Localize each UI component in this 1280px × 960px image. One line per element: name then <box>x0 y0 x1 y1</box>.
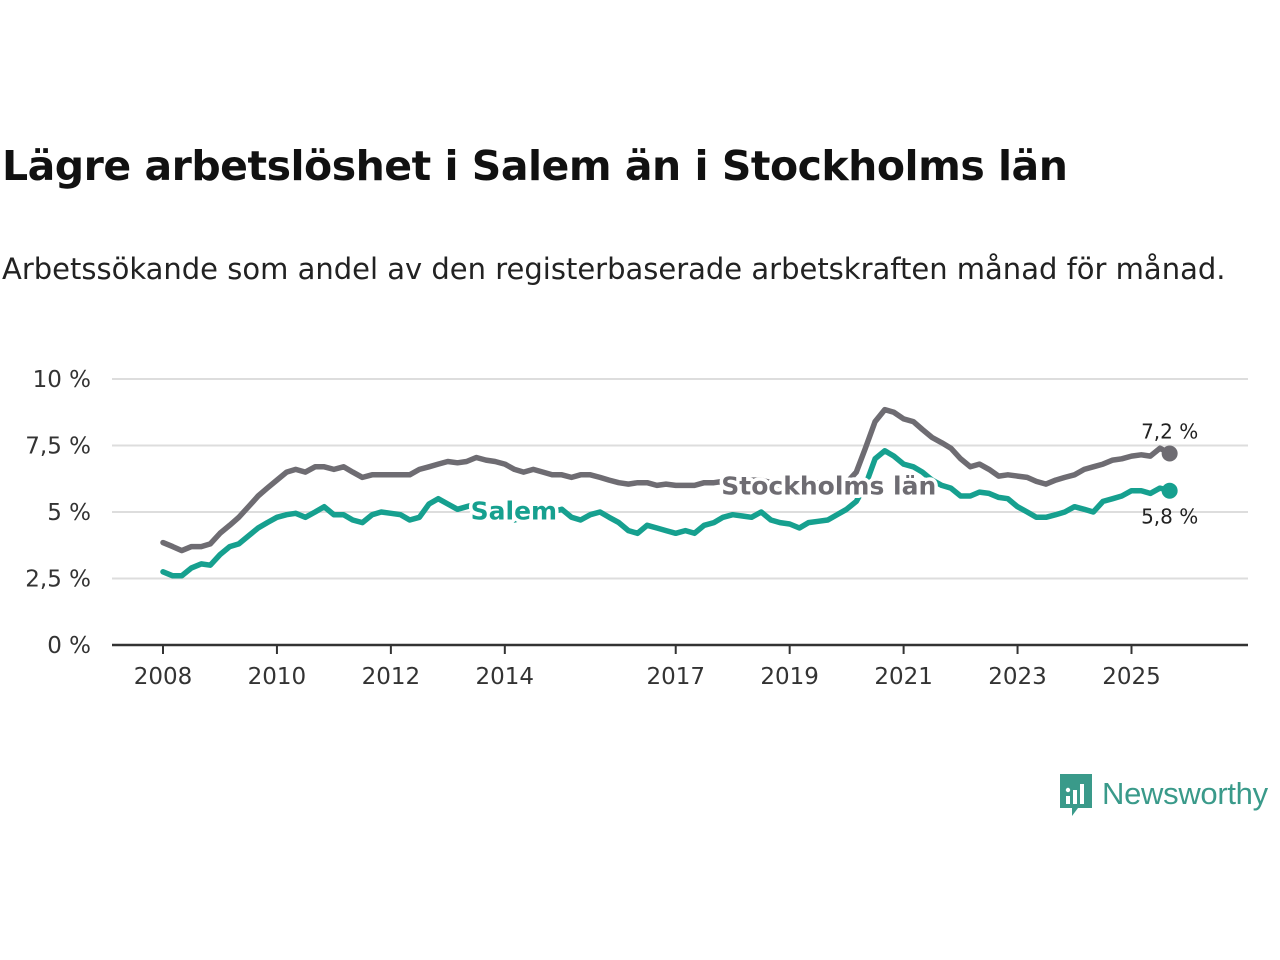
salem-line <box>160 448 1173 579</box>
x-tick-label: 2019 <box>760 664 819 690</box>
salem-end-marker <box>1161 482 1178 499</box>
salem-end-value-label: 5,8 % <box>1141 505 1198 529</box>
y-tick-label: 5 % <box>47 500 91 526</box>
stockholm-end-value-label: 7,2 % <box>1141 419 1198 443</box>
stockholm-end-marker <box>1161 445 1178 462</box>
bar-chart-icon <box>1060 774 1092 816</box>
chart-title: Lägre arbetslöshet i Salem än i Stockhol… <box>2 142 1068 190</box>
x-tick-label: 2023 <box>988 664 1047 690</box>
x-tick-label: 2025 <box>1102 664 1161 690</box>
x-tick-label: 2021 <box>874 664 933 690</box>
y-tick-label: 10 % <box>33 367 91 393</box>
x-tick-label: 2012 <box>362 664 421 690</box>
stockholm-series-label: Stockholms län <box>721 471 936 500</box>
y-tick-label: 2,5 % <box>25 567 91 593</box>
x-tick-label: 2008 <box>134 664 193 690</box>
series-lines <box>160 406 1178 579</box>
y-axis-ticks: 0 % 2,5 % 5 % 7,5 % 10 % <box>25 367 91 659</box>
y-tick-label: 7,5 % <box>25 434 91 460</box>
y-tick-label: 0 % <box>47 633 91 659</box>
stockholm-line <box>160 406 1173 554</box>
x-axis-ticks: 2008 2010 2012 2014 2017 2019 2021 2023 2025 <box>112 643 1248 690</box>
line-chart: 0 % 2,5 % 5 % 7,5 % 10 % 2008 2010 2012 2014 201… <box>25 367 1248 690</box>
chart-subtitle: Arbetssökande som andel av den registerb… <box>2 252 1226 286</box>
newsworthy-logo: Newsworthy <box>1058 772 1268 816</box>
salem-series-label-halo: Salem <box>471 497 557 526</box>
salem-series-label: Salem <box>471 497 557 526</box>
x-tick-label: 2017 <box>646 664 705 690</box>
x-tick-label: 2010 <box>248 664 307 690</box>
x-tick-label: 2014 <box>476 664 535 690</box>
stockholm-series-label-halo: Stockholms län <box>721 471 936 500</box>
brand-name: Newsworthy <box>1102 776 1268 811</box>
